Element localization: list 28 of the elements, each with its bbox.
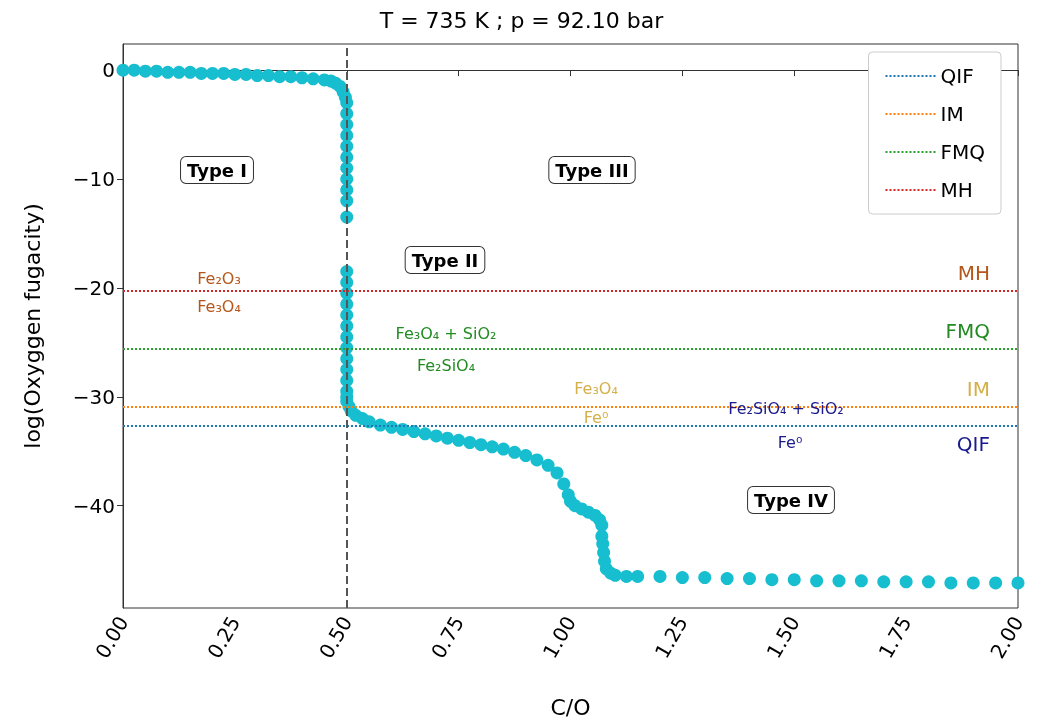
- annotation: Fe₃O₄: [574, 378, 618, 398]
- annotation: Fe⁰: [777, 432, 803, 452]
- text: MH: [957, 261, 990, 286]
- x-axis-title: C/O: [550, 694, 591, 720]
- legend-label: IM: [940, 102, 964, 126]
- legend-label: FMQ: [940, 140, 986, 164]
- y-axis-title: log(Oxyggen fugacity): [19, 203, 45, 449]
- annotation: Type III: [555, 159, 629, 181]
- annotation: Type II: [411, 249, 479, 271]
- annotation: Fe₂SiO₄ + SiO₂: [728, 398, 844, 418]
- annotation: Fe₂O₃: [197, 268, 241, 288]
- annotation: Fe⁰: [583, 407, 609, 427]
- annotation: Fe₃O₄ + SiO₂: [395, 323, 497, 343]
- y-tick-label: −20: [72, 275, 115, 300]
- annotation: Type I: [187, 159, 247, 181]
- y-tick-label: 0: [102, 58, 115, 83]
- text: IM: [966, 376, 990, 401]
- text: QIF: [956, 432, 990, 457]
- annotation: Fe₂SiO₄: [416, 355, 476, 375]
- legend-label: QIF: [940, 64, 974, 88]
- legend-label: MH: [940, 178, 973, 202]
- text: FMQ: [945, 318, 990, 343]
- y-tick-label: −40: [72, 493, 115, 518]
- y-tick-label: −30: [72, 384, 115, 409]
- y-tick-label: −10: [72, 167, 115, 192]
- chart-title: T = 735 K ; p = 92.10 bar: [378, 7, 665, 33]
- annotation: Type IV: [754, 489, 828, 511]
- annotation: Fe₃O₄: [197, 296, 241, 316]
